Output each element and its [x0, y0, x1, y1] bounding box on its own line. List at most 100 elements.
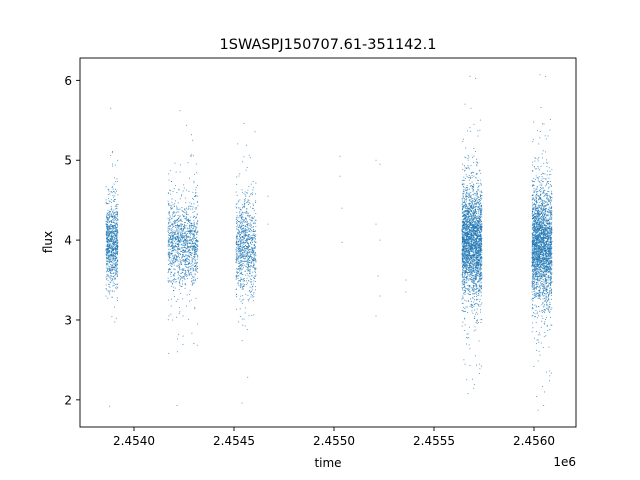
data-point	[255, 226, 257, 227]
data-point	[184, 232, 186, 234]
data-point	[242, 213, 244, 215]
data-point	[194, 241, 196, 243]
data-point	[181, 236, 183, 238]
data-point	[254, 246, 256, 248]
data-point	[471, 248, 472, 250]
data-point	[475, 202, 477, 204]
data-point	[116, 283, 118, 285]
data-point	[474, 240, 476, 242]
data-point	[466, 195, 468, 197]
data-point	[473, 239, 475, 241]
data-point	[173, 275, 175, 277]
data-point	[191, 281, 193, 282]
data-point	[465, 266, 466, 268]
data-point	[468, 227, 470, 229]
data-point	[469, 286, 471, 287]
data-point	[111, 268, 113, 270]
data-point	[187, 235, 189, 237]
data-point	[113, 264, 115, 266]
data-point	[183, 270, 185, 272]
data-point	[196, 265, 198, 267]
data-point	[252, 237, 254, 239]
data-point	[192, 235, 194, 237]
data-point	[476, 259, 478, 261]
data-point	[112, 188, 114, 190]
data-point	[179, 237, 181, 239]
data-point	[176, 404, 178, 406]
data-point	[107, 234, 108, 236]
data-point	[240, 265, 242, 266]
data-point	[179, 235, 181, 236]
data-point	[249, 262, 251, 264]
data-point	[186, 275, 188, 277]
data-point	[173, 225, 174, 227]
data-point	[464, 200, 465, 202]
data-point	[176, 225, 178, 227]
data-point	[244, 325, 246, 327]
data-point	[185, 259, 187, 261]
data-point	[472, 248, 474, 250]
data-point	[245, 242, 247, 244]
data-point	[462, 270, 463, 272]
data-point	[109, 241, 111, 242]
data-point	[176, 250, 178, 252]
data-point	[238, 247, 240, 249]
data-point	[465, 269, 467, 271]
data-point	[245, 233, 247, 235]
data-point	[116, 220, 118, 222]
data-point	[467, 222, 469, 224]
data-point	[106, 230, 108, 232]
data-point	[477, 201, 479, 203]
data-point	[115, 273, 116, 275]
data-point	[240, 278, 242, 280]
data-point	[462, 225, 463, 227]
data-point	[181, 210, 183, 212]
data-point	[172, 223, 174, 225]
data-point	[106, 239, 108, 241]
data-point	[240, 251, 242, 252]
data-point	[176, 257, 178, 258]
data-point	[117, 219, 119, 221]
data-point	[236, 257, 238, 259]
data-point	[169, 237, 170, 239]
data-point	[246, 255, 248, 257]
data-point	[476, 162, 478, 164]
data-point	[247, 242, 249, 244]
data-point	[474, 232, 476, 234]
data-point	[197, 245, 199, 247]
data-point	[469, 231, 471, 233]
data-point	[237, 233, 239, 235]
data-point	[110, 107, 112, 109]
data-point	[246, 246, 248, 248]
data-point	[255, 219, 257, 221]
data-point	[239, 273, 241, 275]
data-point	[170, 234, 172, 236]
data-point	[481, 222, 483, 224]
data-point	[481, 365, 482, 367]
data-point	[470, 196, 472, 198]
data-point	[235, 203, 237, 205]
data-point	[481, 277, 483, 279]
data-point	[110, 266, 112, 268]
data-point	[253, 255, 255, 257]
data-point	[473, 253, 475, 255]
data-point	[477, 217, 479, 219]
data-point	[111, 266, 113, 268]
data-point	[462, 309, 464, 311]
data-point	[171, 279, 173, 281]
data-point	[190, 205, 192, 207]
data-point	[475, 177, 477, 179]
data-point	[249, 252, 251, 254]
data-point	[480, 212, 482, 214]
data-point	[110, 270, 112, 272]
data-point	[193, 269, 195, 271]
data-point	[475, 268, 477, 270]
data-point	[178, 241, 180, 243]
data-point	[108, 232, 109, 234]
data-point	[176, 235, 178, 237]
data-point	[478, 272, 480, 274]
data-point	[463, 233, 465, 235]
data-point	[241, 256, 243, 258]
data-point	[178, 227, 180, 229]
data-point	[467, 333, 469, 335]
